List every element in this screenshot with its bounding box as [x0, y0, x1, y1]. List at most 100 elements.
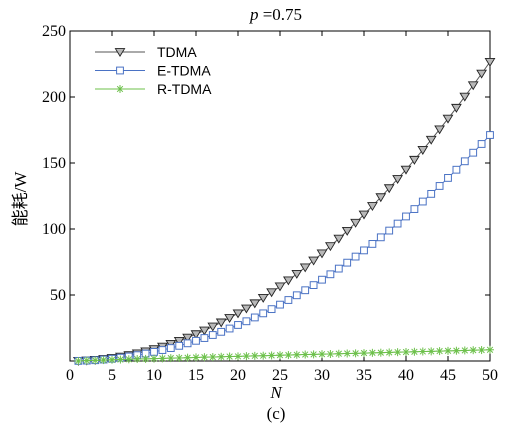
- x-tick-label: 0: [66, 367, 74, 384]
- data-point: [267, 305, 276, 314]
- y-axis-ticks: 50 100 150 200 250: [42, 23, 490, 304]
- legend-label: TDMA: [157, 44, 197, 60]
- data-point: [477, 346, 486, 355]
- data-point: [292, 291, 301, 300]
- data-point: [284, 296, 293, 304]
- y-axis-label: 能耗/W: [11, 171, 30, 227]
- figure-caption: (c): [267, 404, 286, 423]
- data-point: [350, 218, 361, 228]
- x-axis-ticks: 0 5 10 15 20 25 30 35 40 45 50: [66, 31, 498, 384]
- data-point: [400, 165, 412, 175]
- data-point: [259, 309, 268, 318]
- legend-item: R-TDMA: [95, 81, 212, 97]
- data-point: [341, 226, 353, 236]
- data-point: [190, 330, 202, 340]
- data-point: [141, 354, 150, 363]
- data-point: [124, 355, 133, 364]
- data-point: [409, 155, 420, 165]
- data-point: [224, 314, 235, 323]
- legend-label: R-TDMA: [157, 81, 212, 97]
- data-point: [383, 184, 395, 194]
- legend-item: E-TDMA: [95, 63, 211, 79]
- data-point: [249, 299, 261, 309]
- title-value: =0.75: [263, 5, 302, 24]
- data-point: [444, 346, 452, 355]
- data-point: [91, 356, 100, 365]
- data-point: [375, 193, 387, 203]
- data-point: [410, 205, 419, 213]
- data-point: [451, 103, 462, 113]
- data-point: [133, 355, 142, 364]
- data-point: [173, 337, 185, 346]
- data-point: [385, 348, 394, 357]
- data-point: [208, 353, 217, 362]
- data-point: [358, 210, 370, 220]
- data-point: [486, 131, 494, 139]
- data-point: [334, 349, 343, 358]
- data-point: [333, 234, 345, 244]
- x-tick-label: 25: [272, 367, 288, 384]
- data-point: [435, 347, 444, 356]
- data-point: [74, 357, 83, 365]
- x-tick-label: 35: [356, 367, 372, 384]
- data-point: [367, 202, 378, 212]
- data-point: [452, 346, 461, 355]
- data-point: [460, 157, 469, 166]
- data-point: [368, 348, 377, 357]
- data-point: [376, 233, 385, 242]
- data-point: [318, 350, 326, 359]
- data-point: [291, 269, 303, 279]
- data-point: [360, 246, 368, 255]
- legend-item: TDMA: [95, 44, 197, 60]
- data-point: [217, 352, 226, 361]
- data-point: [183, 339, 192, 348]
- data-point: [469, 148, 478, 157]
- data-point: [334, 264, 343, 273]
- data-point: [292, 350, 301, 359]
- data-point: [241, 304, 252, 314]
- data-point: [434, 125, 445, 135]
- x-tick-label: 40: [398, 367, 414, 384]
- data-point: [259, 351, 268, 360]
- plot-border: [69, 30, 491, 362]
- data-point: [459, 92, 471, 102]
- data-point: [309, 281, 318, 290]
- data-point: [452, 165, 461, 174]
- data-point: [225, 324, 234, 333]
- data-point: [215, 318, 227, 328]
- data-point: [410, 347, 419, 356]
- data-point: [392, 175, 403, 184]
- data-point: [343, 349, 352, 358]
- x-tick-label: 30: [314, 367, 330, 384]
- series-line: [78, 134, 491, 362]
- data-point: [284, 351, 293, 360]
- data-point: [192, 336, 200, 345]
- chart-title: p =0.75: [249, 5, 302, 24]
- data-point: [108, 355, 116, 364]
- legend: TDMA E-TDMA R-TDMA: [95, 44, 212, 97]
- series-e-tdma: [74, 131, 494, 365]
- legend-marker: [116, 66, 124, 75]
- title-variable: p: [249, 5, 259, 24]
- data-point: [242, 317, 251, 326]
- x-tick-label: 20: [230, 367, 246, 384]
- data-point: [217, 327, 226, 336]
- data-point: [242, 352, 251, 361]
- x-tick-label: 15: [188, 367, 204, 384]
- data-point: [175, 353, 184, 362]
- data-point: [207, 322, 219, 332]
- data-point: [385, 226, 394, 235]
- data-point: [299, 263, 311, 273]
- data-point: [116, 355, 125, 364]
- y-tick-label: 50: [50, 287, 66, 304]
- data-point: [175, 341, 184, 350]
- data-point: [301, 286, 310, 295]
- data-point: [192, 353, 200, 362]
- data-point: [393, 348, 402, 357]
- data-point: [234, 352, 242, 361]
- data-point: [158, 346, 167, 354]
- data-point: [418, 347, 427, 356]
- data-point: [417, 146, 429, 155]
- data-point: [166, 344, 175, 352]
- data-point: [82, 356, 91, 365]
